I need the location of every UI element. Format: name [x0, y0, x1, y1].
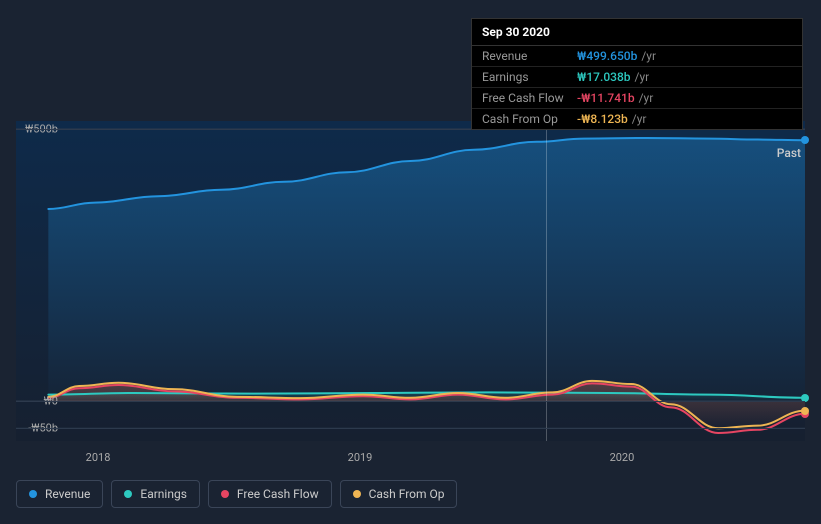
legend-item[interactable]: Earnings	[111, 480, 200, 508]
x-axis-tick: 2020	[610, 451, 635, 464]
legend-item[interactable]: Cash From Op	[340, 480, 458, 508]
tooltip-row-suffix: /yr	[641, 49, 656, 63]
legend-dot-icon	[221, 490, 229, 498]
tooltip-date: Sep 30 2020	[472, 19, 802, 46]
tooltip-row-value: ₩17.038b	[577, 70, 631, 84]
tooltip-row-label: Revenue	[482, 49, 577, 63]
hover-line	[546, 121, 547, 441]
gridline	[16, 428, 805, 429]
legend-item[interactable]: Free Cash Flow	[208, 480, 332, 508]
legend-label: Earnings	[140, 487, 187, 501]
tooltip-row-suffix: /yr	[632, 112, 647, 126]
tooltip-row: Cash From Op-₩8.123b/yr	[472, 109, 802, 129]
chart-svg	[16, 121, 805, 441]
past-label: Past	[777, 146, 801, 160]
tooltip-row-value: ₩499.650b	[577, 49, 637, 63]
tooltip-row: Earnings₩17.038b/yr	[472, 67, 802, 88]
legend-dot-icon	[124, 490, 132, 498]
tooltip-row-label: Cash From Op	[482, 112, 577, 126]
legend-label: Free Cash Flow	[237, 487, 319, 501]
legend: Revenue Earnings Free Cash Flow Cash From O…	[16, 480, 457, 508]
tooltip-row-value: -₩11.741b	[577, 91, 635, 105]
legend-label: Cash From Op	[369, 487, 445, 501]
tooltip-row-label: Free Cash Flow	[482, 91, 577, 105]
gridline	[16, 401, 805, 402]
data-tooltip: Sep 30 2020 Revenue₩499.650b/yrEarnings₩…	[471, 18, 803, 130]
x-axis-tick: 2018	[86, 451, 111, 464]
legend-label: Revenue	[45, 487, 90, 501]
x-axis-tick: 2019	[348, 451, 373, 464]
legend-dot-icon	[29, 490, 37, 498]
plot-area[interactable]: Past	[16, 121, 805, 441]
tooltip-row-value: -₩8.123b	[577, 112, 628, 126]
legend-item[interactable]: Revenue	[16, 480, 103, 508]
tooltip-row-suffix: /yr	[635, 70, 650, 84]
tooltip-row-suffix: /yr	[639, 91, 654, 105]
tooltip-row: Free Cash Flow-₩11.741b/yr	[472, 88, 802, 109]
legend-dot-icon	[353, 490, 361, 498]
tooltip-row: Revenue₩499.650b/yr	[472, 46, 802, 67]
tooltip-row-label: Earnings	[482, 70, 577, 84]
chart-area: Past ₩500b₩0-₩50b 201820192020	[16, 121, 805, 441]
series-end-dot	[801, 407, 809, 415]
series-end-dot	[801, 136, 809, 144]
